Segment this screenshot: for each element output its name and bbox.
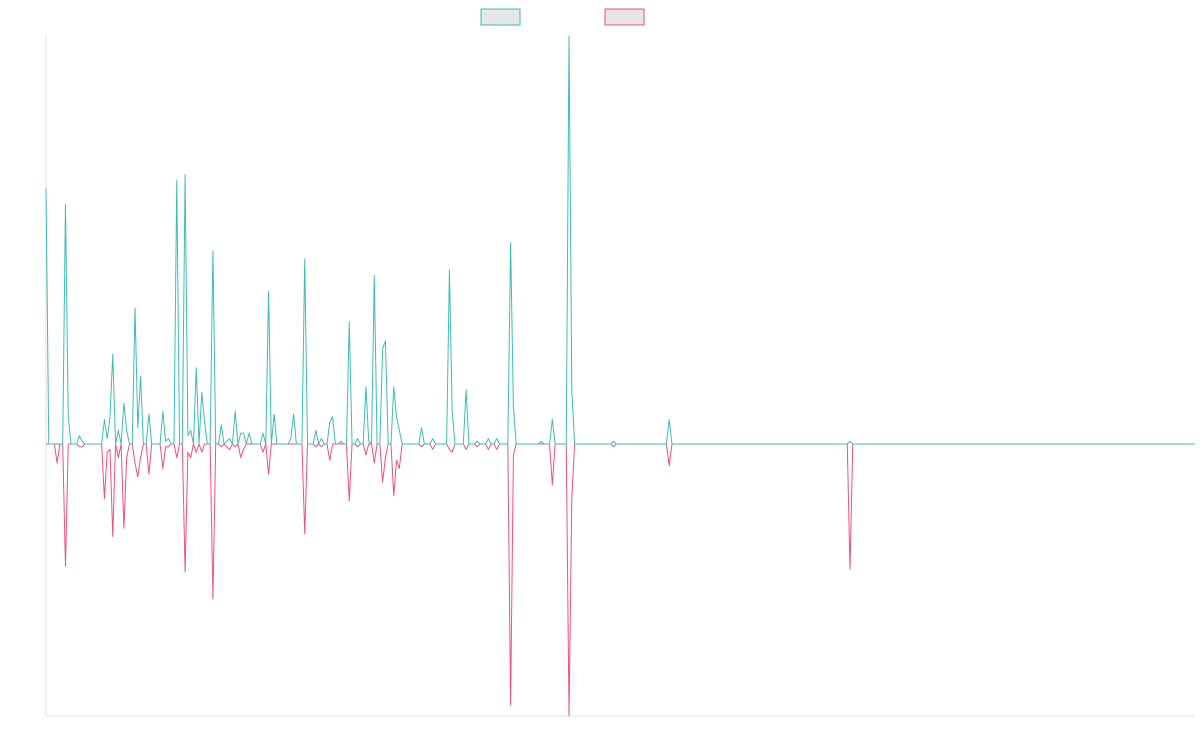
legend-swatch-series-a[interactable] [480,8,521,26]
axes [45,36,1195,717]
legend-swatch-series-b[interactable] [604,8,645,26]
legend[interactable] [480,8,645,26]
series-b-line [46,443,1195,717]
series-layer [45,35,1195,717]
series-a-line [45,35,1195,445]
